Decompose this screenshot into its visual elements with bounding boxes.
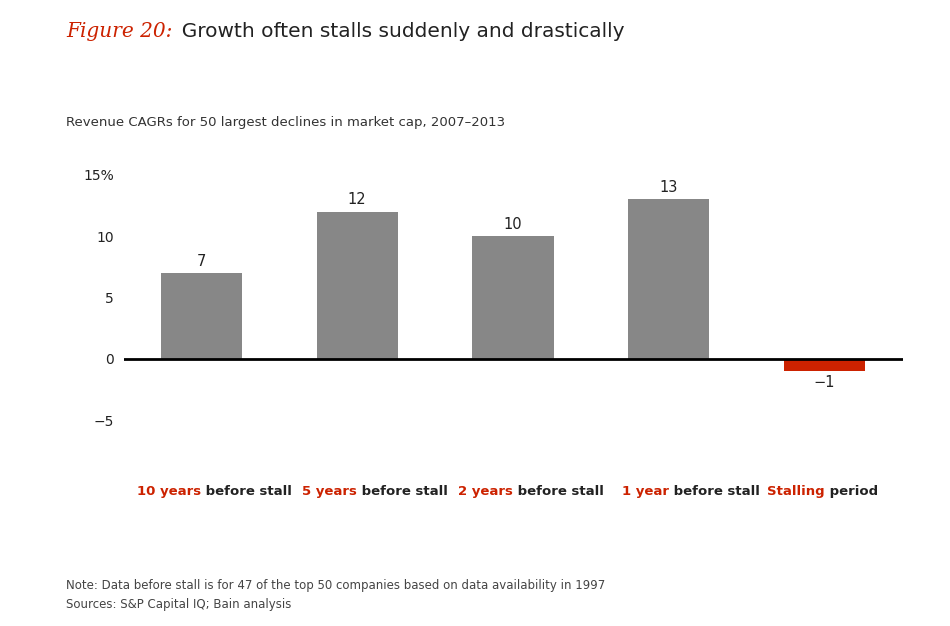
Text: 10 years: 10 years <box>138 485 201 498</box>
Text: Figure 20:: Figure 20: <box>66 22 173 41</box>
Text: 10: 10 <box>504 217 522 232</box>
Text: 2 years: 2 years <box>458 485 513 498</box>
Text: 5 years: 5 years <box>302 485 357 498</box>
Text: 1 year: 1 year <box>622 485 669 498</box>
Text: Growth often stalls suddenly and drastically: Growth often stalls suddenly and drastic… <box>169 22 624 41</box>
Text: Note: Data before stall is for 47 of the top 50 companies based on data availabi: Note: Data before stall is for 47 of the… <box>66 579 606 592</box>
Bar <box>161 273 242 359</box>
Text: before stall: before stall <box>513 485 604 498</box>
Text: 12: 12 <box>348 192 367 207</box>
Text: before stall: before stall <box>201 485 293 498</box>
Text: Sources: S&P Capital IQ; Bain analysis: Sources: S&P Capital IQ; Bain analysis <box>66 598 292 611</box>
Text: Revenue CAGRs for 50 largest declines in market cap, 2007–2013: Revenue CAGRs for 50 largest declines in… <box>66 116 505 129</box>
Text: Stalling: Stalling <box>767 485 825 498</box>
Text: before stall: before stall <box>669 485 760 498</box>
Text: period: period <box>825 485 878 498</box>
Text: 7: 7 <box>197 254 206 269</box>
Bar <box>628 199 710 359</box>
Bar <box>472 236 554 359</box>
Bar <box>784 359 865 371</box>
Text: −1: −1 <box>814 376 835 390</box>
Bar <box>316 212 398 359</box>
Text: before stall: before stall <box>357 485 448 498</box>
Text: 13: 13 <box>659 180 678 195</box>
